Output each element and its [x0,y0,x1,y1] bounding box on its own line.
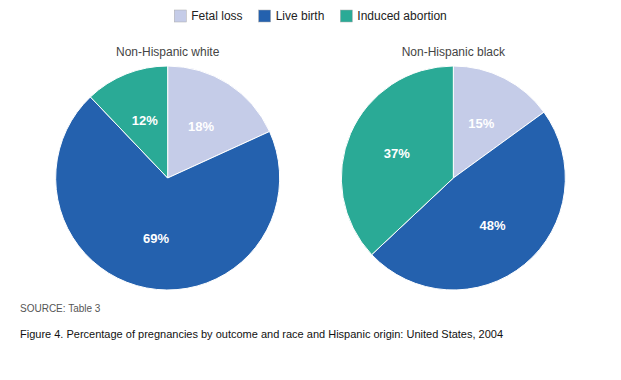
source-note: SOURCE: Table 3 [20,303,101,314]
chart-title: Non-Hispanic black [402,45,506,59]
pie: Fetal lossLive birthInduced abortion15% 4… [341,66,565,290]
legend-label: Induced abortion [357,9,446,23]
pie: Fetal lossLive birthInduced abortion18% 6… [56,66,280,290]
data-label: 37% [384,146,410,161]
legend-swatch [174,10,186,22]
data-label: 15% [468,116,494,131]
legend-swatch [340,10,352,22]
data-labels: 15% 48% 37% [384,116,506,233]
legend-item: Fetal loss [174,9,242,23]
pie-slice: Induced abortion [90,66,167,178]
slices: Fetal lossLive birthInduced abortion [56,66,280,290]
legend-item: Live birth [259,9,325,23]
legend-swatch [259,10,271,22]
slices: Fetal lossLive birthInduced abortion [341,66,565,290]
legend-item: Induced abortion [340,9,446,23]
caption: Figure 4. Percentage of pregnancies by o… [20,328,503,340]
legend: Fetal loss Live birth Induced abortion [174,9,446,23]
chart: Fetal lossLive birthInduced abortion18%6… [0,0,621,380]
data-label: 18% [188,119,214,134]
chart-title: Non-Hispanic white [116,45,220,59]
data-label: 69% [143,231,169,246]
pie-slice: Induced abortion [341,66,453,255]
data-labels: 18% 69% 12% [132,113,215,246]
legend-label: Fetal loss [191,9,242,23]
data-label: 48% [480,218,506,233]
data-label: 12% [132,113,158,128]
legend-label: Live birth [276,9,325,23]
